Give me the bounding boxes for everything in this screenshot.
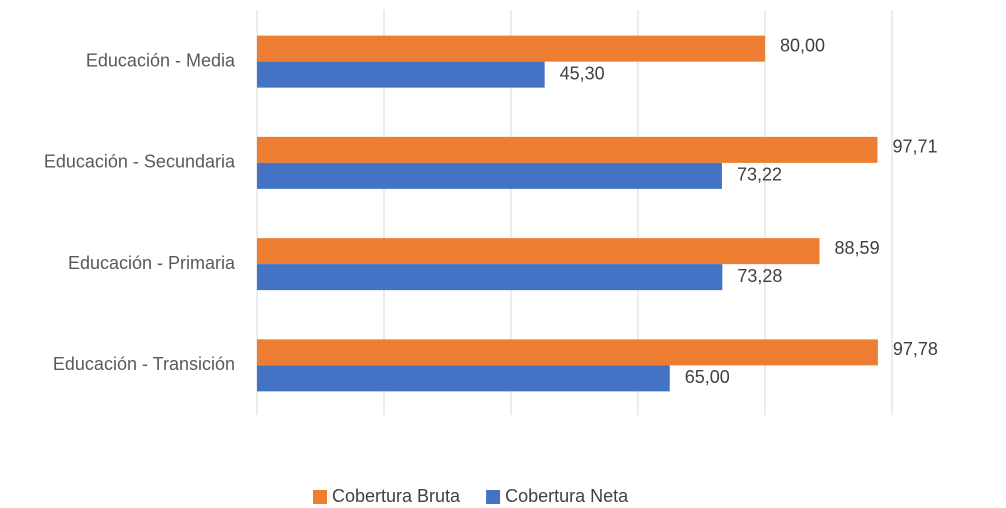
bar (257, 238, 820, 265)
y-tick-label: Educación - Transición (53, 354, 235, 374)
legend-label: Cobertura Bruta (332, 486, 461, 506)
data-label: 97,78 (893, 339, 938, 359)
bar (257, 61, 545, 88)
y-tick-label: Educación - Primaria (68, 253, 236, 273)
bar (257, 136, 878, 163)
bar (257, 365, 670, 392)
y-tick-label: Educación - Secundaria (44, 152, 236, 172)
bar (257, 339, 878, 366)
data-label: 80,00 (780, 35, 825, 55)
bar (257, 264, 723, 291)
data-label: 88,59 (835, 238, 880, 258)
y-tick-label: Educación - Media (86, 50, 236, 70)
data-label: 73,28 (737, 266, 782, 286)
legend-swatch (313, 490, 327, 504)
data-label: 45,30 (560, 63, 605, 83)
data-label: 65,00 (685, 367, 730, 387)
data-label: 73,22 (737, 165, 782, 185)
legend-label: Cobertura Neta (505, 486, 629, 506)
data-label: 97,71 (892, 137, 937, 157)
bar (257, 162, 722, 189)
legend-swatch (486, 490, 501, 504)
bar (257, 35, 765, 62)
